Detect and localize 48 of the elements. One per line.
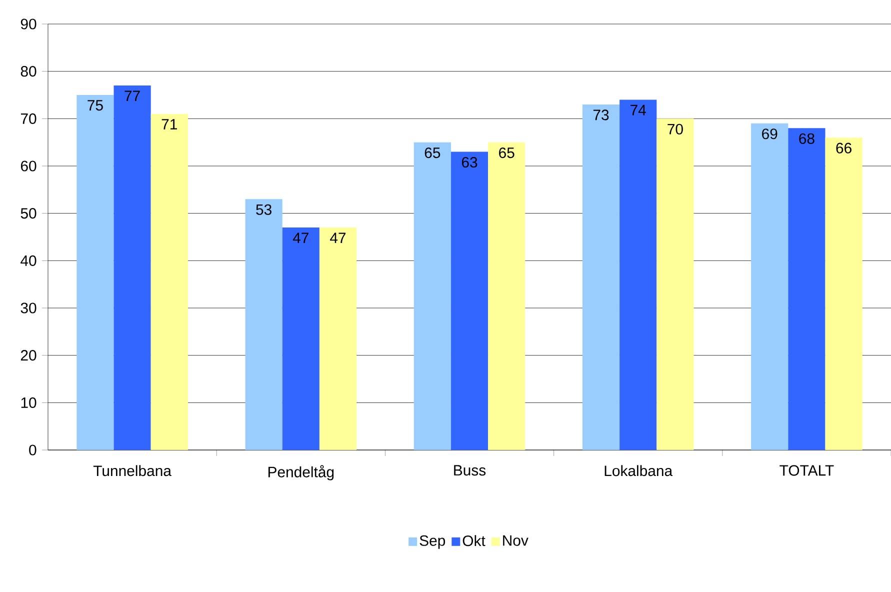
data-label: 70 (668, 124, 683, 134)
x-tick-label: Tunnelbana (93, 465, 172, 476)
data-label: 73 (593, 110, 609, 120)
bar (620, 100, 657, 450)
bar (76, 95, 114, 450)
legend-label: Nov (503, 535, 528, 546)
x-tick-label: Buss (454, 465, 486, 476)
bar (114, 86, 151, 450)
y-tick-label: 90 (20, 18, 36, 30)
x-tick-label: Lokalbana (604, 465, 673, 476)
y-tick-label: 80 (20, 66, 36, 77)
bar (282, 228, 320, 450)
data-label: 65 (424, 148, 440, 158)
y-tick-label: 50 (20, 208, 36, 219)
bar (150, 114, 188, 450)
legend-label: Okt (462, 535, 486, 546)
legend-label: Sep (420, 535, 446, 549)
data-label: 53 (256, 204, 272, 215)
bar (751, 123, 788, 450)
bar (245, 199, 282, 450)
data-label: 47 (330, 232, 346, 243)
y-tick-label: 40 (20, 255, 36, 266)
data-label: 66 (836, 142, 852, 154)
data-label: 71 (162, 119, 177, 130)
y-tick-label: 0 (29, 444, 36, 456)
y-tick-label: 20 (20, 350, 36, 361)
x-tick-label: TOTALT (780, 465, 834, 476)
data-label: 75 (88, 100, 103, 111)
y-tick-label: 60 (20, 160, 36, 172)
bar (319, 228, 357, 450)
bar (488, 142, 526, 450)
data-label: 77 (124, 90, 140, 101)
bar (788, 128, 826, 450)
y-tick-label: 30 (20, 302, 36, 314)
bar (414, 142, 451, 450)
y-tick-label: 70 (20, 113, 36, 124)
bar (582, 104, 620, 450)
bar (825, 138, 862, 450)
x-tick-label: Pendeltåg (268, 465, 334, 480)
data-label: 68 (799, 133, 814, 144)
bar (656, 118, 694, 450)
y-tick-label: 10 (21, 397, 36, 408)
data-label: 74 (630, 104, 646, 116)
data-label: 69 (762, 128, 778, 140)
bar (450, 152, 488, 450)
data-label: 63 (462, 156, 478, 168)
data-label: 65 (499, 148, 514, 158)
data-label: 47 (292, 232, 308, 243)
